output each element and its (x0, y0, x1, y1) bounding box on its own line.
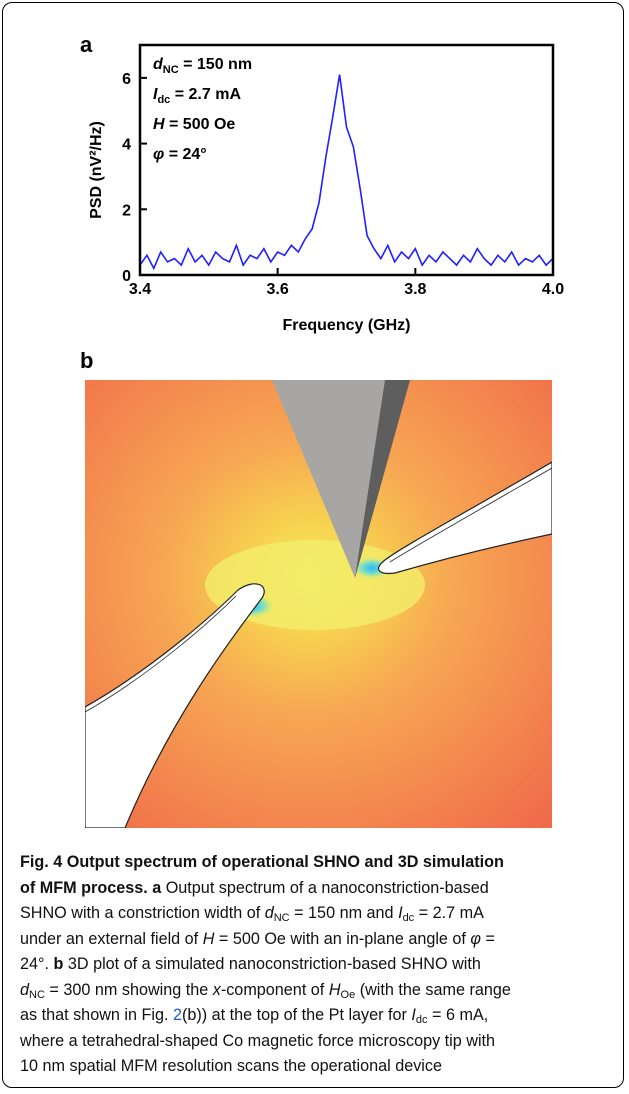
y-tick-label: 2 (122, 202, 131, 219)
caption-text: = 2.7 mA (414, 904, 484, 922)
x-axis-label: Frequency (GHz) (282, 317, 410, 334)
caption-text: d (264, 904, 274, 922)
x-tick-label: 4.0 (542, 281, 564, 298)
caption-line: 10 nm spatial MFM resolution scans the o… (20, 1054, 620, 1080)
annotation-symbol: H (153, 116, 165, 133)
caption-text: NC (29, 988, 45, 1001)
annotation-symbol: d (153, 56, 164, 73)
caption-line: where a tetrahedral-shaped Co magnetic f… (20, 1029, 620, 1055)
annotation-text: = 500 Oe (165, 116, 236, 133)
caption-text: Oe (340, 988, 356, 1001)
caption-text: (b)) at the top of the Pt layer for (181, 1006, 412, 1024)
caption-text: dc (415, 1014, 428, 1026)
panel-label: a (80, 32, 93, 57)
caption-line: of MFM process. a Output spectrum of a n… (20, 876, 620, 902)
y-tick-label: 4 (122, 137, 131, 154)
y-tick-label: 0 (122, 268, 131, 285)
annotation: dNC = 150 nm (153, 56, 252, 76)
caption-text: -component of (220, 980, 329, 999)
caption-text: of MFM process. a (20, 878, 162, 897)
caption-text: = 150 nm and (289, 904, 399, 922)
figure-link[interactable]: 2 (172, 1006, 182, 1024)
caption-line: SHNO with a constriction width of dNC = … (20, 901, 620, 927)
annotation-text: = 150 nm (179, 56, 252, 73)
caption-line: dNC = 300 nm showing the x-component of … (20, 978, 620, 1004)
caption-text: φ (470, 929, 481, 948)
caption-text: dc (402, 912, 415, 924)
caption-text: (with the same range (355, 980, 511, 999)
caption: Fig. 4 Output spectrum of operational SH… (20, 850, 620, 1080)
caption-line: under an external field of H = 500 Oe wi… (20, 927, 620, 953)
figure: a 3.4 3.6 3.8 4.0 0 2 4 6 Frequency (GHz) PSD (nV… (80, 32, 564, 828)
annotation-text: = 2.7 mA (170, 86, 241, 103)
y-axis-label: PSD (nV²/Hz) (88, 121, 105, 219)
caption-text: SHNO with a constriction width of (20, 904, 265, 922)
caption-line: 24°. b 3D plot of a simulated nanoconstr… (20, 952, 620, 978)
caption-text: Fig. 4 Output spectrum of operational SH… (20, 853, 504, 871)
annotation-text: = 24° (164, 146, 206, 163)
caption-text: H (202, 929, 215, 948)
annotation: φ = 24° (153, 146, 207, 163)
annotation-subscript: NC (163, 64, 179, 76)
caption-text: I (398, 904, 403, 922)
annotation-symbol: φ (153, 146, 164, 163)
caption-text: where a tetrahedral-shaped Co magnetic f… (20, 1031, 496, 1050)
caption-text: 3D plot of a simulated nanoconstriction-… (63, 955, 481, 973)
caption-text: = (480, 929, 495, 948)
caption-line: as that shown in Fig. 2(b)) at the top o… (20, 1003, 620, 1029)
annotation: H = 500 Oe (153, 116, 235, 133)
x-tick-label: 3.4 (129, 281, 151, 298)
spectrum-line (139, 74, 554, 271)
simulation-image (85, 380, 552, 828)
x-tick-label: 3.6 (267, 281, 289, 298)
caption-text: I (411, 1006, 416, 1024)
caption-text: x (212, 980, 221, 999)
caption-text: = 500 Oe with an in-plane angle of (214, 929, 471, 948)
annotation: Idc = 2.7 mA (153, 86, 241, 106)
caption-text: = 300 nm showing the (44, 980, 213, 999)
caption-text: d (20, 980, 30, 999)
plot: 3.4 3.6 3.8 4.0 0 2 4 6 Frequency (GHz) PSD (nV²/… (88, 43, 564, 334)
annotation-subscript: dc (157, 94, 170, 106)
caption-text: Output spectrum of a nanoconstriction-ba… (161, 878, 489, 897)
caption-text: NC (273, 912, 290, 924)
y-tick-label: 6 (122, 71, 131, 88)
caption-text: 10 nm spatial MFM resolution scans the o… (20, 1057, 442, 1075)
caption-text: as that shown in Fig. (20, 1006, 173, 1024)
axes-frame (138, 43, 555, 277)
x-tick-label: 3.8 (404, 281, 426, 298)
caption-text: under an external field of (20, 929, 203, 948)
annotation-symbol: I (153, 86, 158, 103)
caption-text: 24°. (20, 955, 54, 973)
panel-label: b (80, 348, 93, 373)
caption-line: Fig. 4 Output spectrum of operational SH… (20, 850, 620, 876)
caption-text: H (328, 980, 341, 999)
caption-text: b (53, 955, 64, 973)
caption-text: = 6 mA, (427, 1006, 489, 1024)
